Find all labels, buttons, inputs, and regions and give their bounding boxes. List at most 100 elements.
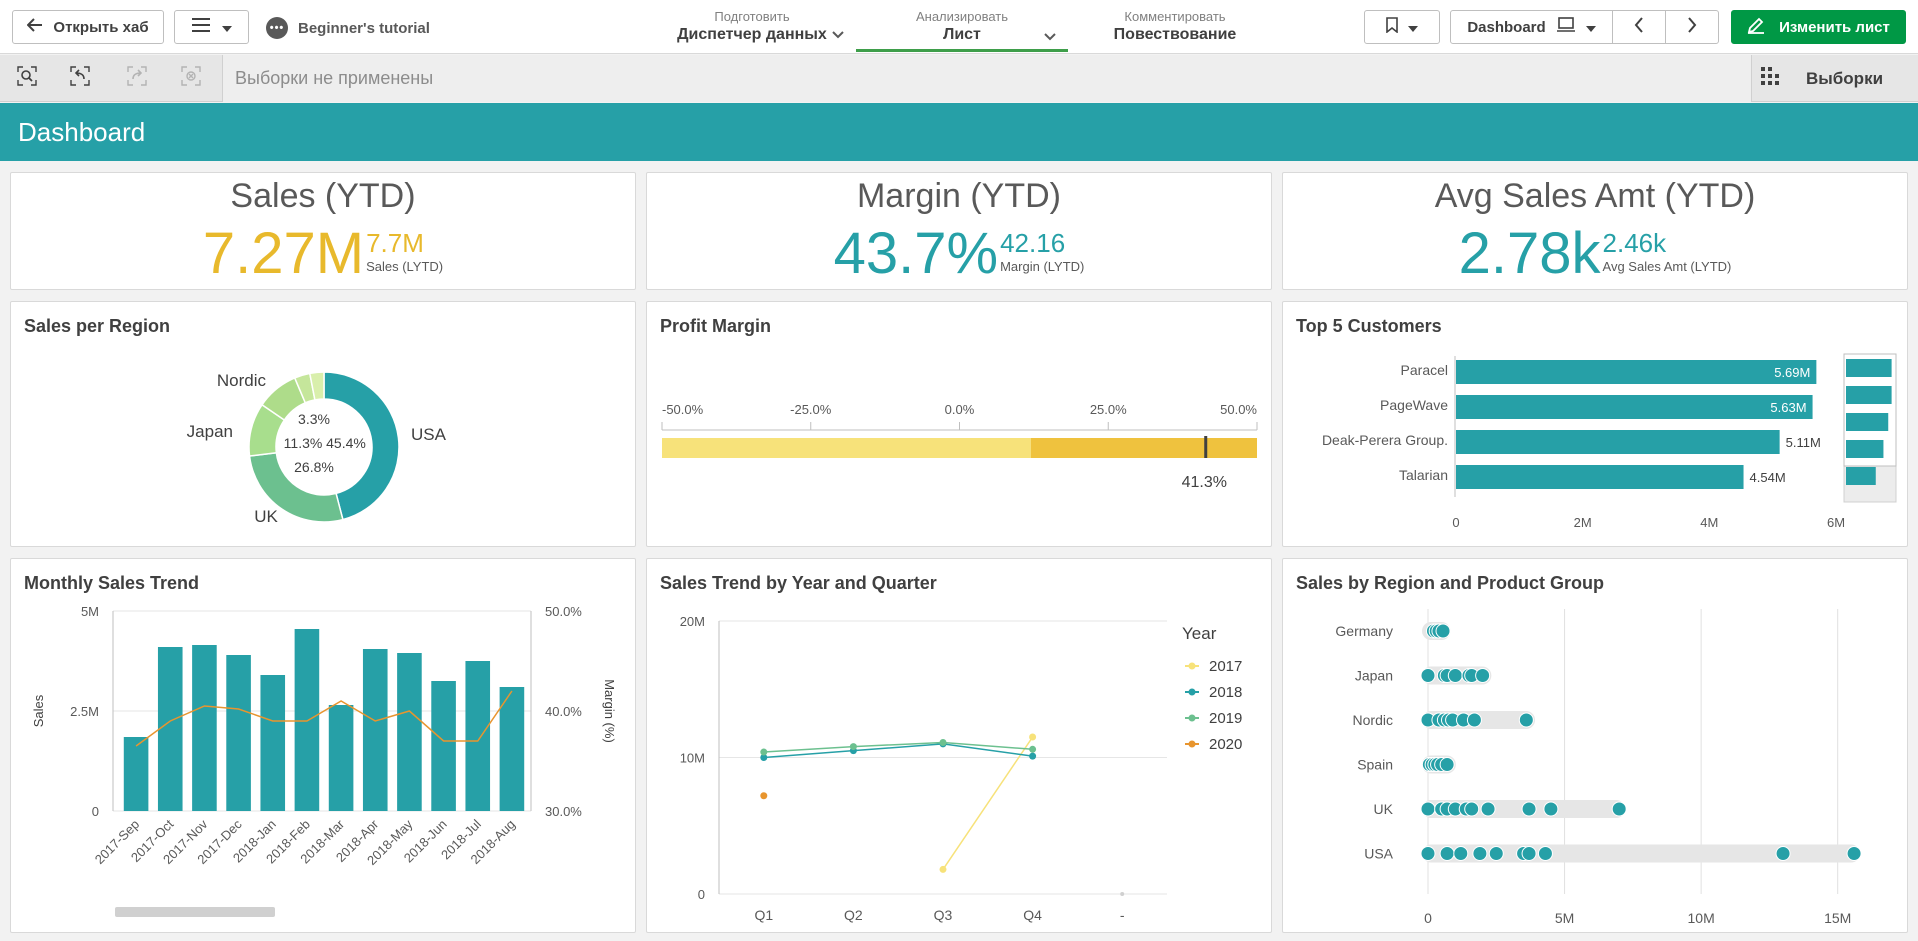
step-back-icon — [70, 65, 90, 91]
selections-toolbar: Выборки не применены Выборки — [0, 55, 1918, 102]
app-name[interactable]: ••• Beginner's tutorial — [266, 17, 430, 39]
clear-selections-button[interactable] — [176, 63, 206, 93]
step-forward-button[interactable] — [122, 63, 152, 93]
kpi-compare-label: Sales (LYTD) — [366, 259, 444, 274]
arrow-left-icon — [26, 18, 43, 36]
chevron-left-icon — [1634, 17, 1644, 37]
sheet-selector-button[interactable]: Dashboard — [1450, 10, 1613, 44]
data-point — [1453, 846, 1469, 861]
caret-down-icon — [1585, 19, 1596, 36]
analyze-chevron-down-icon[interactable] — [1044, 28, 1056, 44]
tab-analyze[interactable]: Анализировать Лист — [856, 4, 1068, 52]
smart-search-button[interactable] — [12, 63, 42, 93]
next-sheet-button[interactable] — [1665, 10, 1719, 44]
axis-tick-label: 4M — [1700, 515, 1718, 530]
step-back-button[interactable] — [65, 63, 95, 93]
selections-panel-button[interactable]: Выборки — [1760, 55, 1883, 102]
previous-sheet-button[interactable] — [1612, 10, 1666, 44]
tab-narrate-small: Комментировать — [1124, 9, 1226, 24]
chart-card-monthly-sales[interactable]: Monthly Sales Trend 5M 50.0% 2.5M 40.0% 0 30.… — [10, 558, 636, 933]
kpi-card-avg-sales[interactable]: Avg Sales Amt (YTD) 2.78k 2.46k Avg Sale… — [1282, 172, 1908, 290]
bar-value-label: 4.54M — [1750, 470, 1786, 485]
kpi-card-sales[interactable]: Sales (YTD) 7.27M 7.7M Sales (LYTD) — [10, 172, 636, 290]
legend-label: 2019 — [1209, 710, 1242, 727]
x-tick-label: Q4 — [1023, 907, 1042, 923]
minimap-bar — [1846, 467, 1876, 485]
data-point — [1611, 801, 1627, 817]
y-tick-label: 2.5M — [70, 704, 99, 719]
distribution-chart[interactable]: 0 5M 10M 15M Germany Japan Nordic Spain UK USA — [1283, 559, 1908, 933]
category-label: Japan — [1355, 668, 1393, 684]
edit-sheet-label: Изменить лист — [1779, 18, 1890, 36]
kpi-values: 43.7% 42.16 Margin (LYTD) — [647, 223, 1271, 285]
open-hub-button[interactable]: Открыть хаб — [12, 10, 164, 44]
global-menu-button[interactable] — [174, 10, 249, 44]
bar — [123, 737, 149, 811]
kpi-values: 2.78k 2.46k Avg Sales Amt (LYTD) — [1283, 223, 1907, 285]
bar — [328, 705, 354, 811]
legend-swatch — [1188, 662, 1196, 670]
bar — [499, 687, 525, 811]
data-point — [1775, 846, 1791, 861]
data-point — [1521, 801, 1537, 817]
donut-chart[interactable]: USA UK Japan Nordic 3.3% 11.3% 45.4% 26.8% — [11, 302, 636, 547]
y2-tick-label: 40.0% — [545, 704, 582, 719]
x-tick-label: 0 — [1424, 910, 1432, 926]
minimap-bar — [1846, 359, 1892, 377]
data-point — [1521, 846, 1537, 861]
x-tick-label: 10M — [1688, 910, 1715, 926]
axis-tick-label: -25.0% — [790, 402, 832, 417]
chart-card-top-customers[interactable]: Top 5 Customers Paracel 5.69M PageWave 5.63… — [1282, 301, 1908, 547]
edit-sheet-button[interactable]: Изменить лист — [1731, 10, 1906, 44]
data-point — [760, 748, 768, 756]
bar — [226, 655, 251, 811]
y2-axis-title: Margin (%) — [602, 679, 617, 743]
null-point — [1120, 892, 1125, 896]
category-label: Talarian — [1399, 467, 1448, 483]
chart-card-profit-margin[interactable]: Profit Margin -50.0% -25.0% 0.0% 25.0% 50.0%… — [646, 301, 1272, 547]
data-point — [849, 743, 857, 751]
data-point — [760, 792, 768, 800]
tab-narrate[interactable]: Комментировать Повествование — [1090, 4, 1260, 52]
step-forward-icon — [127, 65, 147, 91]
series-line — [763, 741, 1033, 753]
legend-label: 2018 — [1209, 684, 1242, 701]
bar — [157, 647, 183, 811]
chart-card-sales-per-region[interactable]: Sales per Region USA UK Japan Nordic 3.3% 11.… — [10, 301, 636, 547]
data-point — [1543, 801, 1559, 817]
chart-card-region-product[interactable]: Sales by Region and Product Group 0 5M 10M… — [1282, 558, 1908, 933]
y-tick-label: 5M — [81, 604, 99, 619]
bar — [1456, 360, 1817, 384]
prepare-chevron-down-icon[interactable] — [832, 26, 844, 42]
data-point — [1420, 801, 1436, 817]
chart-card-sales-trend[interactable]: Sales Trend by Year and Quarter 20M 10M 0 Q… — [646, 558, 1272, 933]
selections-grid-icon — [1760, 66, 1780, 91]
monitor-icon — [1556, 17, 1576, 37]
category-label: Nordic — [1353, 712, 1393, 728]
kpi-card-margin[interactable]: Margin (YTD) 43.7% 42.16 Margin (LYTD) — [646, 172, 1272, 290]
bar — [1456, 395, 1813, 419]
bullet-chart[interactable]: -50.0% -25.0% 0.0% 25.0% 50.0% 41.3% — [647, 302, 1272, 547]
data-point — [939, 865, 947, 873]
bookmarks-button[interactable] — [1364, 10, 1440, 44]
top-toolbar: Открыть хаб ••• Beginner's tutorial Подг… — [0, 0, 1918, 54]
search-selection-icon — [17, 65, 37, 91]
hamburger-icon — [191, 18, 210, 36]
clear-selections-icon — [181, 65, 201, 91]
y-tick-label: 10M — [680, 751, 705, 766]
bar — [362, 649, 388, 811]
bookmark-icon — [1386, 17, 1398, 37]
combo-chart[interactable]: 5M 50.0%2.5M 40.0%0 30.0%2017-Sep2017-Oct20… — [11, 559, 636, 933]
tab-prepare[interactable]: Подготовить Диспетчер данных — [652, 4, 852, 52]
sheet-title-bar: Dashboard — [0, 103, 1918, 161]
data-point — [1472, 846, 1488, 861]
chevron-right-icon — [1687, 17, 1697, 37]
range-band — [662, 438, 1031, 458]
legend-swatch — [1188, 688, 1196, 696]
bar-chart[interactable]: Paracel 5.69M PageWave 5.63M Deak-Perera Gro… — [1283, 302, 1908, 547]
axis-tick-label: 2M — [1574, 515, 1592, 530]
kpi-title: Margin (YTD) — [856, 177, 1062, 215]
kpi-main-value: 7.27M — [202, 221, 365, 286]
current-selections-area[interactable]: Выборки не применены — [222, 55, 1752, 102]
line-chart[interactable]: 20M 10M 0 Q1 Q2 Q3 Q4 - Year 2017 2018 2019 2020 — [647, 559, 1272, 933]
